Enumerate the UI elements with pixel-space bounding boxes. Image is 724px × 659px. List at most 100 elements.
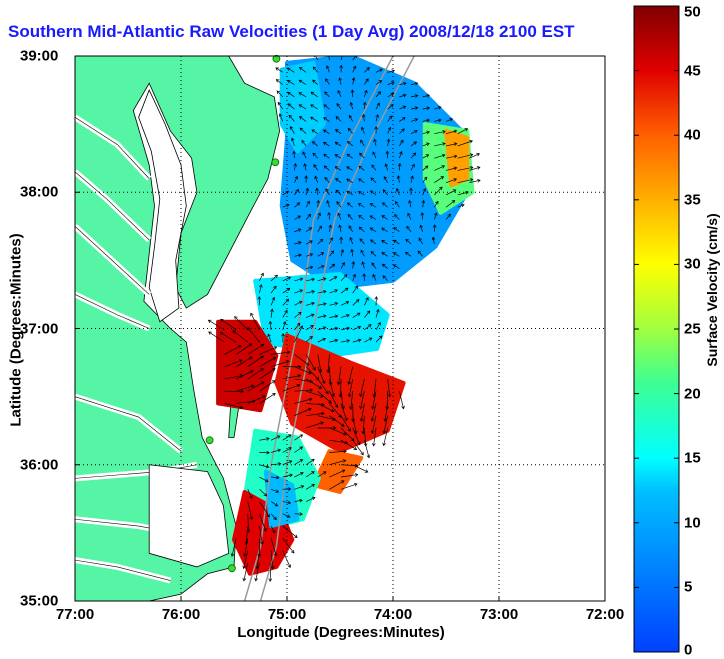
- velocity-arrowhead: [309, 265, 314, 270]
- velocity-arrowhead: [347, 428, 351, 432]
- velocity-arrowhead: [407, 212, 411, 217]
- velocity-arrow: [340, 262, 345, 269]
- velocity-arrow: [329, 250, 334, 257]
- velocity-arrowhead: [263, 528, 267, 532]
- velocity-arrow: [422, 154, 429, 159]
- river-bank: [75, 294, 150, 329]
- velocity-arrow: [270, 525, 276, 534]
- velocity-arrow: [235, 370, 254, 380]
- velocity-arrowhead: [298, 104, 303, 108]
- velocity-arrow: [324, 177, 330, 183]
- velocity-arrow: [270, 488, 279, 493]
- velocity-arrowhead: [308, 227, 313, 231]
- velocity-arrow: [299, 127, 307, 134]
- velocity-arrowhead: [413, 141, 418, 145]
- velocity-arrow: [270, 309, 273, 318]
- velocity-arrowhead: [370, 250, 375, 255]
- velocity-arrow: [350, 102, 354, 110]
- velocity-arrow: [371, 415, 377, 434]
- velocity-arrowhead: [309, 240, 313, 244]
- velocity-arrow: [305, 253, 313, 257]
- velocity-arrow: [457, 204, 465, 208]
- velocity-arrow: [329, 339, 338, 343]
- velocity-arrow: [422, 165, 429, 171]
- velocity-arrowhead: [262, 395, 266, 399]
- velocity-arrowhead: [336, 201, 340, 205]
- velocity-arrowhead: [424, 165, 429, 169]
- velocity-arrowhead: [307, 407, 312, 412]
- velocity-arrowhead: [327, 211, 331, 216]
- y-tick-label: 36:00: [20, 456, 59, 474]
- chart-title: Southern Mid-Atlantic Raw Velocities (1 …: [8, 22, 575, 41]
- velocity-arrow: [340, 403, 348, 421]
- velocity-arrow: [352, 464, 368, 473]
- velocity-arrow: [276, 90, 284, 98]
- velocity-arrow: [259, 526, 263, 545]
- velocity-arrowhead: [366, 67, 370, 71]
- velocity-arrow: [277, 102, 284, 110]
- velocity-arrowhead: [328, 224, 333, 228]
- velocity-arrow: [329, 460, 346, 466]
- velocity-arrowhead: [259, 284, 263, 288]
- velocity-arrowhead: [334, 166, 339, 170]
- velocity-arrowhead: [311, 129, 316, 133]
- velocity-arrow: [323, 129, 330, 134]
- velocity-arrow: [418, 237, 423, 245]
- velocity-arrowhead: [400, 139, 404, 144]
- colorbar-tick-label: 35: [684, 191, 701, 209]
- velocity-arrowhead: [323, 165, 328, 169]
- velocity-arrowhead: [249, 370, 254, 374]
- velocity-arrowhead: [381, 215, 386, 219]
- velocity-arrow: [352, 65, 356, 73]
- velocity-arrow: [317, 239, 323, 245]
- velocity-arrow: [394, 214, 400, 220]
- velocity-arrow: [305, 201, 310, 208]
- velocity-arrowhead: [321, 265, 325, 269]
- velocity-arrow: [294, 446, 303, 453]
- velocity-arrowhead: [351, 77, 356, 81]
- velocity-arrowhead: [238, 345, 242, 349]
- velocity-arrowhead: [359, 152, 363, 157]
- velocity-arrow: [393, 239, 400, 245]
- velocity-arrow: [329, 263, 335, 269]
- velocity-arrowhead: [376, 102, 380, 107]
- velocity-arrow: [399, 82, 407, 85]
- velocity-arrow: [351, 249, 354, 257]
- velocity-arrow: [445, 200, 455, 208]
- velocity-arrow: [348, 366, 354, 385]
- velocity-arrowhead: [330, 408, 335, 413]
- velocity-arrowhead: [299, 67, 303, 71]
- velocity-arrow: [410, 95, 418, 98]
- velocity-arrow: [469, 153, 480, 159]
- velocity-arrow: [305, 227, 312, 233]
- velocity-arrowhead: [311, 301, 315, 306]
- velocity-arrowhead: [311, 496, 316, 501]
- velocity-arrow: [421, 212, 424, 220]
- velocity-arrowhead: [323, 153, 327, 158]
- velocity-arrow: [457, 191, 469, 196]
- velocity-arrow: [340, 378, 342, 397]
- velocity-arrowhead: [334, 338, 339, 343]
- velocity-arrowhead: [386, 138, 391, 143]
- velocity-arrow: [417, 250, 423, 257]
- velocity-arrow: [335, 189, 342, 196]
- velocity-arrowhead: [441, 153, 446, 158]
- velocity-arrowhead: [287, 91, 291, 96]
- velocity-arrowhead: [288, 447, 292, 451]
- velocity-arrow: [269, 562, 272, 582]
- x-tick-label: 74:00: [373, 606, 413, 623]
- velocity-arrow: [352, 326, 361, 331]
- land-polygon: [75, 56, 280, 601]
- velocity-arrow: [294, 472, 304, 478]
- plot-frame: [74, 55, 606, 602]
- velocity-arrowhead: [334, 326, 339, 331]
- velocity-arrowhead: [328, 381, 333, 386]
- velocity-arrow: [259, 284, 262, 294]
- velocity-arrow: [288, 114, 295, 122]
- velocity-arrowhead: [453, 142, 458, 146]
- velocity-arrow: [305, 214, 311, 220]
- isobath: [259, 56, 415, 601]
- velocity-arrowhead: [238, 359, 243, 363]
- velocity-arrowhead: [264, 478, 269, 483]
- velocity-arrow: [399, 94, 407, 98]
